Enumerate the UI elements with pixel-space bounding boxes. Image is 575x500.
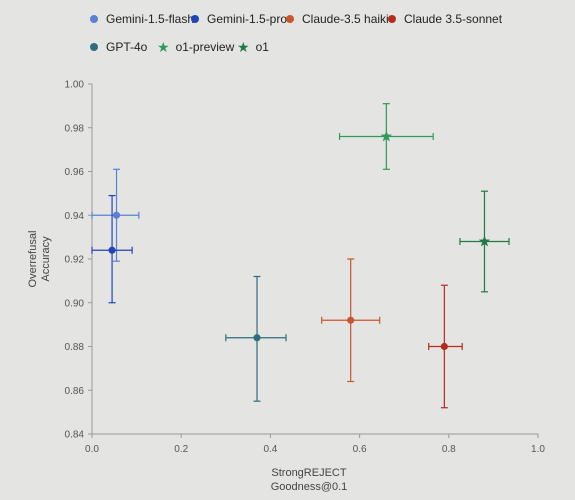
legend-marker-icon — [90, 43, 98, 51]
x-axis-title: Goodness@0.1 — [271, 481, 348, 493]
legend-marker-icon — [90, 15, 98, 23]
x-tick-label: 0.2 — [174, 444, 188, 455]
legend-label: o1 — [255, 40, 269, 54]
data-point-gpt-4o — [253, 334, 261, 342]
legend-item-o1: ★ o1 — [237, 40, 269, 54]
legend-label: Gemini-1.5-flash — [106, 12, 195, 26]
legend-label: o1-preview — [175, 40, 235, 54]
x-tick-label: 0.4 — [263, 444, 277, 455]
legend-label: GPT-4o — [106, 40, 148, 54]
y-axis-title: Overrefusal — [27, 231, 39, 288]
x-tick-label: 0.0 — [85, 444, 99, 455]
y-tick-label: 1.00 — [65, 80, 85, 91]
data-point-claude-3-5-haiki — [347, 316, 355, 324]
y-tick-label: 0.92 — [65, 255, 85, 266]
legend-item-claude-3-5-haiki: Claude-3.5 haiki — [286, 12, 389, 26]
legend-marker-icon — [286, 15, 294, 23]
y-tick-label: 0.98 — [65, 123, 85, 134]
y-axis-title: Accuracy — [40, 236, 52, 282]
y-tick-label: 0.96 — [65, 167, 85, 178]
legend-item-gpt-4o: GPT-4o — [90, 40, 147, 54]
legend-item-o1-preview: ★ o1-preview — [157, 40, 234, 54]
legend-marker-icon — [388, 15, 396, 23]
y-tick-label: 0.86 — [65, 386, 85, 397]
legend: Gemini-1.5-flash Gemini-1.5-pro Claude-3… — [0, 0, 575, 70]
x-axis-title: StrongREJECT — [271, 467, 346, 479]
y-tick-label: 0.90 — [65, 298, 85, 309]
y-tick-label: 0.84 — [65, 430, 85, 441]
legend-label: Gemini-1.5-pro — [207, 12, 288, 26]
legend-marker-icon — [191, 15, 199, 23]
data-point-o1-preview — [380, 130, 393, 142]
x-tick-label: 0.8 — [442, 444, 456, 455]
legend-item-claude-3-5-sonnet: Claude 3.5-sonnet — [388, 12, 502, 26]
data-point-gemini-1-5-flash — [112, 211, 121, 219]
x-tick-label: 0.6 — [353, 444, 367, 455]
data-point-gemini-1-5-pro — [108, 246, 116, 254]
legend-label: Claude-3.5 haiki — [302, 12, 389, 26]
legend-label: Claude 3.5-sonnet — [404, 12, 503, 26]
legend-item-gemini-1-5-flash: Gemini-1.5-flash — [90, 12, 194, 26]
y-tick-label: 0.88 — [65, 342, 85, 353]
y-tick-label: 0.94 — [65, 211, 85, 222]
data-point-o1 — [478, 235, 491, 247]
data-point-claude-3-5-sonnet — [440, 342, 448, 351]
legend-item-gemini-1-5-pro: Gemini-1.5-pro — [191, 12, 287, 26]
x-tick-label: 1.0 — [531, 444, 545, 455]
star-icon: ★ — [237, 39, 250, 55]
star-icon: ★ — [157, 39, 170, 55]
